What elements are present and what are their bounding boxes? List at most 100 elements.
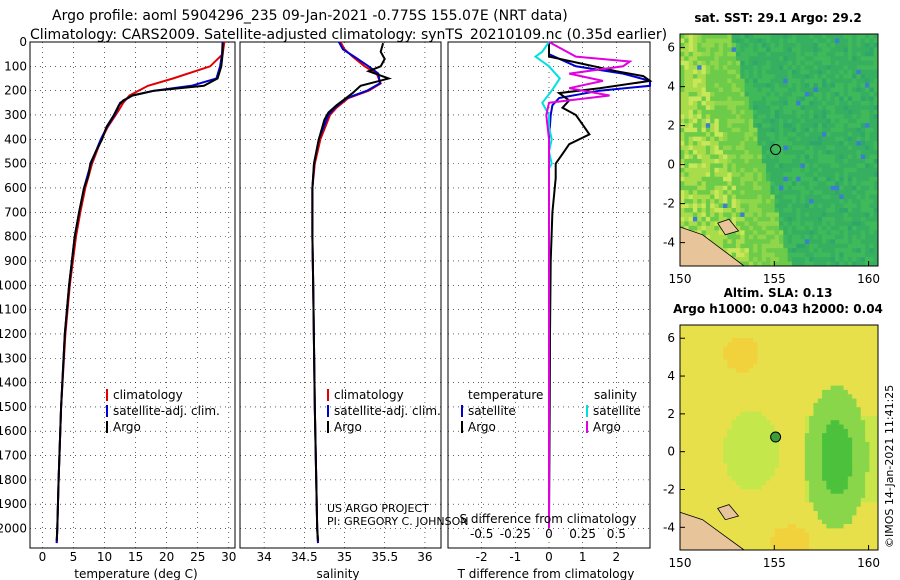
map-cell xyxy=(800,190,806,196)
map-cell xyxy=(740,355,745,361)
map-cell xyxy=(774,109,780,115)
map-cell xyxy=(723,109,728,115)
map-cell xyxy=(839,123,844,129)
map-cell xyxy=(727,420,733,425)
map-cell xyxy=(718,105,724,111)
legend-argo-label: Argo xyxy=(113,420,141,434)
y-tick-label: 1000 xyxy=(0,278,27,292)
map-cell xyxy=(847,454,853,460)
map-cell xyxy=(723,87,728,93)
map-cell xyxy=(735,78,741,84)
map-cell xyxy=(705,69,711,75)
map-cell xyxy=(787,402,793,408)
map-cell xyxy=(800,109,806,115)
map-cell xyxy=(783,329,788,335)
map-cell xyxy=(740,389,745,395)
map-cell xyxy=(710,411,715,417)
map-cell xyxy=(809,42,814,48)
map-cell xyxy=(727,472,733,477)
map-cell xyxy=(800,176,806,182)
map-cell xyxy=(830,185,836,191)
map-cell xyxy=(718,498,724,503)
map-cell xyxy=(692,355,698,361)
map-cell xyxy=(817,372,823,378)
map-cell xyxy=(727,65,733,71)
temperature-panel: 0100200300400500600700800900100011001200… xyxy=(0,35,236,564)
map-cell xyxy=(701,389,707,395)
map-cell xyxy=(723,368,728,373)
map-cell xyxy=(817,524,823,529)
map-cell xyxy=(783,424,788,430)
map-cell xyxy=(701,172,707,178)
map-cell xyxy=(748,163,754,169)
map-cell xyxy=(740,346,745,352)
map-cell xyxy=(834,167,840,173)
map-cell xyxy=(697,446,702,451)
map-cell xyxy=(873,467,879,473)
map-cell xyxy=(826,467,832,473)
map-cell xyxy=(865,167,870,173)
map-cell xyxy=(791,230,797,236)
map-cell xyxy=(809,65,814,71)
map-cell xyxy=(723,248,728,254)
map-cell xyxy=(791,398,797,404)
map-cell xyxy=(753,337,758,343)
map-cell xyxy=(809,56,814,62)
map-cell xyxy=(860,472,866,477)
map-cell xyxy=(723,185,728,191)
map-cell xyxy=(813,424,819,430)
map-cell xyxy=(710,454,715,460)
map-cell xyxy=(809,467,814,473)
map-cell xyxy=(826,42,832,48)
map-cell xyxy=(740,109,745,115)
map-cell xyxy=(740,136,745,142)
map-cell xyxy=(710,74,715,80)
map-cell xyxy=(731,38,737,44)
map-cell xyxy=(718,368,724,373)
map-cell xyxy=(779,92,784,97)
map-cell xyxy=(779,493,784,499)
map-cell xyxy=(757,163,763,169)
map-cell xyxy=(847,385,853,391)
map-cell xyxy=(869,459,875,464)
map-cell xyxy=(705,385,711,391)
map-cell xyxy=(757,389,763,395)
map-cell xyxy=(705,441,711,447)
map-cell xyxy=(830,346,836,352)
map-cell xyxy=(839,78,844,84)
map-cell xyxy=(839,109,844,115)
map-cell xyxy=(796,459,801,464)
map-cell xyxy=(774,181,780,187)
map-cell xyxy=(680,172,685,178)
map-cell xyxy=(731,109,737,115)
map-cell xyxy=(748,230,754,236)
map-cell xyxy=(770,524,776,529)
map-cell xyxy=(774,78,780,84)
map-cell xyxy=(727,398,733,404)
map-cell xyxy=(809,127,814,133)
map-cell xyxy=(740,105,745,111)
map-cell xyxy=(813,38,819,44)
map-cell xyxy=(718,239,724,245)
map-cell xyxy=(843,225,849,231)
map-cell xyxy=(757,407,763,412)
map-cell xyxy=(852,433,857,438)
map-cell xyxy=(783,92,788,97)
map-cell xyxy=(753,415,758,421)
map-cell xyxy=(809,83,814,88)
map-cell xyxy=(718,199,724,204)
map-cell xyxy=(731,480,737,486)
map-cell xyxy=(791,221,797,227)
map-cell xyxy=(761,65,767,71)
map-cell xyxy=(826,132,832,138)
map-cell xyxy=(705,172,711,178)
map-cell xyxy=(770,118,776,124)
map-cell xyxy=(774,541,780,547)
map-cell xyxy=(740,363,745,369)
map-cell xyxy=(817,515,823,521)
map-cell xyxy=(766,454,771,460)
map-cell xyxy=(843,172,849,178)
map-cell xyxy=(860,185,866,191)
map-cell xyxy=(697,489,702,495)
map-cell xyxy=(688,105,694,111)
